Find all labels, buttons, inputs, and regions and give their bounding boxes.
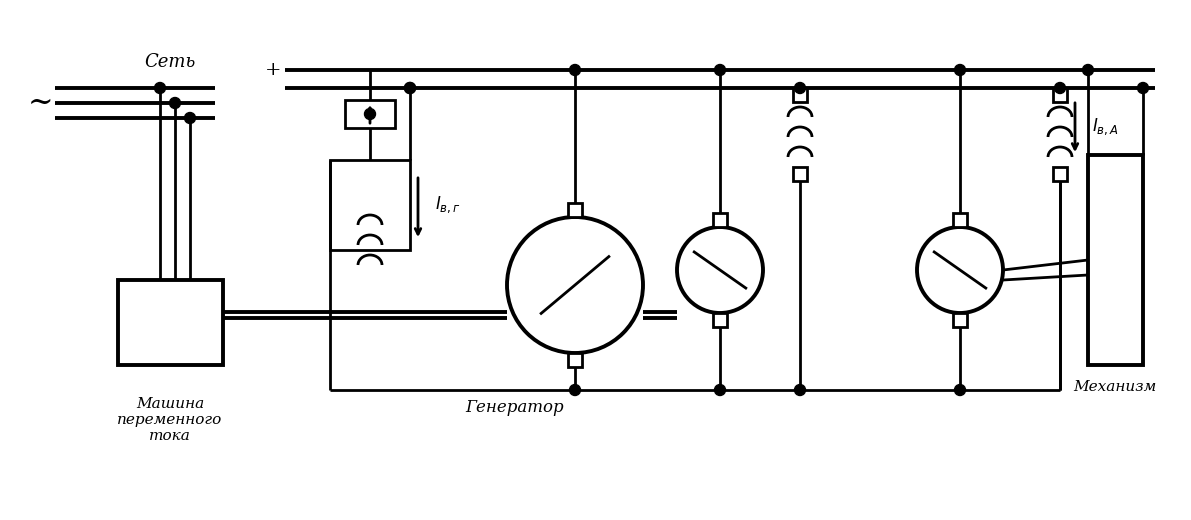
Circle shape	[405, 83, 416, 94]
Circle shape	[507, 217, 643, 353]
Circle shape	[1054, 83, 1066, 94]
Bar	[1053, 88, 1067, 102]
Bar	[1053, 167, 1067, 181]
Circle shape	[1137, 83, 1148, 94]
Text: $I_{в,А}$: $I_{в,А}$	[1092, 116, 1118, 137]
Circle shape	[569, 64, 580, 75]
Bar	[713, 313, 727, 327]
Text: ~: ~	[27, 87, 52, 119]
Bar	[568, 203, 582, 217]
Circle shape	[405, 83, 416, 94]
Text: $I_{в,г}$: $I_{в,г}$	[435, 194, 461, 215]
Bar	[953, 213, 967, 227]
Bar	[568, 353, 582, 367]
Bar	[330, 160, 410, 250]
Text: Генератор: Генератор	[466, 398, 565, 415]
Bar	[953, 313, 967, 327]
Circle shape	[954, 64, 966, 75]
Bar	[345, 100, 395, 128]
Circle shape	[954, 384, 966, 396]
Circle shape	[185, 112, 195, 124]
Text: Машина
переменного
тока: Машина переменного тока	[118, 397, 223, 443]
Circle shape	[676, 227, 763, 313]
Circle shape	[715, 64, 725, 75]
Circle shape	[169, 98, 181, 109]
Circle shape	[794, 83, 805, 94]
Bar	[118, 280, 223, 365]
Circle shape	[569, 384, 580, 396]
Circle shape	[917, 227, 1003, 313]
Bar	[1089, 155, 1143, 365]
Circle shape	[1083, 64, 1093, 75]
Circle shape	[794, 384, 805, 396]
Circle shape	[715, 384, 725, 396]
Bar	[793, 167, 807, 181]
Text: Сеть: Сеть	[144, 53, 195, 71]
Bar	[793, 88, 807, 102]
Text: Механизм: Механизм	[1073, 380, 1156, 394]
Circle shape	[155, 83, 166, 94]
Text: +: +	[264, 61, 281, 79]
Bar	[713, 213, 727, 227]
Circle shape	[364, 109, 375, 120]
